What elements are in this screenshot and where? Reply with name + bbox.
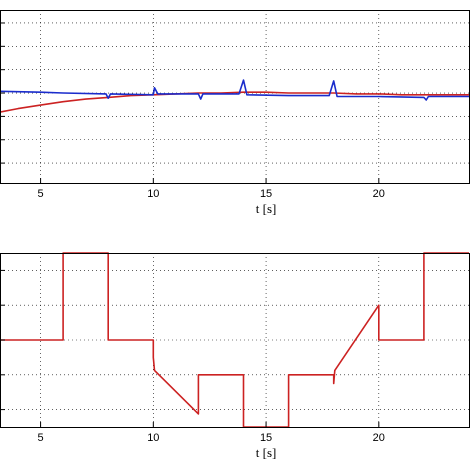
top-plot-xtick-label-1: 10	[147, 188, 159, 200]
top-plot-xtick-label-0: 5	[38, 188, 44, 200]
bottom-plot-xtick-label-3: 20	[373, 432, 385, 444]
top-plot-series-1	[0, 79, 469, 101]
top-plot-series	[0, 79, 469, 113]
bottom-plot: 5 10 15 20 t [s]	[0, 252, 470, 460]
bottom-plot-xtick-label-0: 5	[38, 432, 44, 444]
bottom-plot-series-0	[0, 252, 469, 428]
top-plot-frame	[0, 10, 470, 184]
top-plot-x-ticks: 5 10 15 20	[0, 22, 385, 200]
top-plot-xtick-label-3: 20	[373, 188, 385, 200]
top-plot-grid	[0, 10, 469, 183]
bottom-plot-series	[0, 252, 469, 428]
bottom-plot-xtick-label-1: 10	[147, 432, 159, 444]
top-plot: 5 10 15 20 t [s]	[0, 10, 470, 216]
bottom-plot-x-axis-label: t [s]	[256, 445, 277, 460]
top-plot-x-axis-label: t [s]	[256, 201, 277, 216]
bottom-plot-x-ticks: 5 10 15 20	[0, 269, 385, 444]
top-plot-series-0	[0, 91, 469, 113]
bottom-plot-grid	[0, 253, 469, 427]
bottom-plot-frame	[0, 253, 470, 428]
top-plot-xtick-label-2: 15	[260, 188, 272, 200]
bottom-plot-xtick-label-2: 15	[260, 432, 272, 444]
